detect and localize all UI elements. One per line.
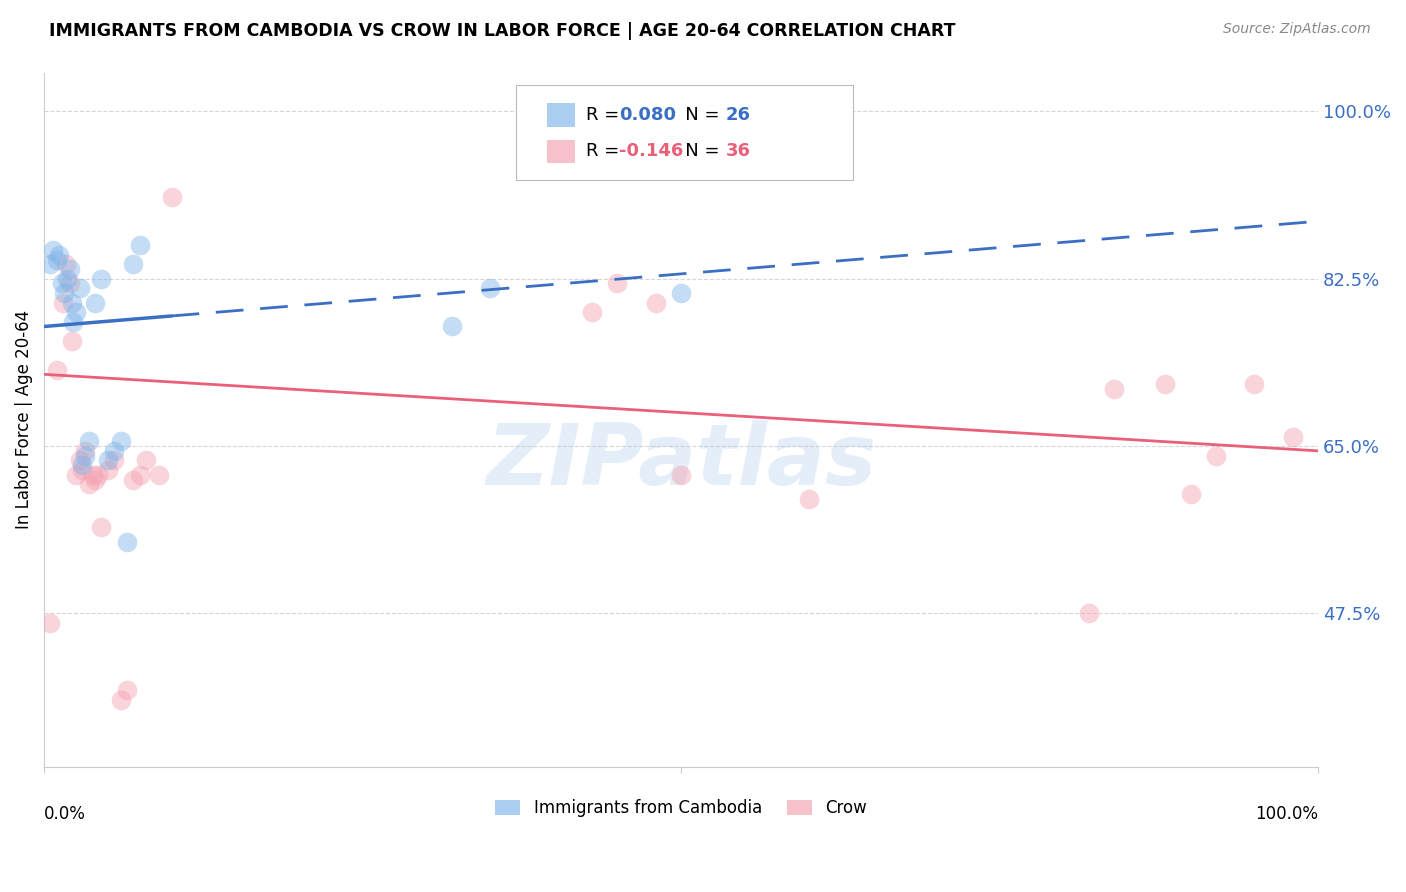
Point [53, 285, 76, 300]
Point [128, 238, 150, 252]
Text: 0.0%: 0.0% [44, 805, 86, 822]
Text: Source: ZipAtlas.com: Source: ZipAtlas.com [1223, 22, 1371, 37]
Point [84, 295, 107, 310]
Y-axis label: In Labor Force | Age 20-64: In Labor Force | Age 20-64 [15, 310, 32, 529]
Point [1104, 382, 1126, 396]
Point [669, 285, 692, 300]
Point [797, 491, 820, 506]
Point [103, 453, 125, 467]
Point [73, 449, 96, 463]
Point [97, 453, 120, 467]
Point [65, 305, 87, 319]
Text: -0.146: -0.146 [619, 143, 683, 161]
Point [148, 467, 170, 482]
Bar [547, 139, 575, 163]
Point [644, 295, 666, 310]
Bar [547, 103, 575, 127]
Point [39, 257, 62, 271]
Point [51, 277, 73, 291]
Legend: Immigrants from Cambodia, Crow: Immigrants from Cambodia, Crow [489, 793, 873, 824]
Point [1243, 376, 1265, 391]
FancyBboxPatch shape [516, 85, 853, 180]
Point [58, 277, 80, 291]
Point [82, 467, 104, 482]
Point [1180, 487, 1202, 501]
Point [45, 252, 67, 267]
Point [110, 434, 132, 449]
Point [160, 190, 183, 204]
Text: 36: 36 [725, 143, 751, 161]
Point [60, 295, 83, 310]
Point [581, 305, 603, 319]
Point [103, 443, 125, 458]
Point [45, 362, 67, 376]
Point [84, 473, 107, 487]
Point [1077, 607, 1099, 621]
Text: 100.0%: 100.0% [1256, 805, 1319, 822]
Point [77, 477, 100, 491]
Point [86, 467, 108, 482]
Point [110, 692, 132, 706]
Text: R =: R = [585, 143, 624, 161]
Point [42, 243, 65, 257]
Point [122, 473, 145, 487]
Point [1281, 429, 1303, 443]
Point [90, 520, 112, 534]
Point [69, 281, 91, 295]
Point [479, 281, 502, 295]
Point [606, 277, 628, 291]
Text: 26: 26 [725, 106, 751, 124]
Point [56, 271, 79, 285]
Point [39, 616, 62, 631]
Text: N =: N = [668, 106, 725, 124]
Point [65, 467, 87, 482]
Point [115, 534, 138, 549]
Point [72, 463, 94, 477]
Point [52, 295, 75, 310]
Point [1205, 449, 1227, 463]
Point [69, 453, 91, 467]
Text: ZIPatlas: ZIPatlas [486, 420, 876, 503]
Point [48, 248, 70, 262]
Point [135, 453, 157, 467]
Point [1154, 376, 1177, 391]
Point [72, 458, 94, 473]
Point [55, 257, 77, 271]
Point [128, 467, 150, 482]
Point [60, 334, 83, 348]
Point [62, 315, 84, 329]
Point [97, 463, 120, 477]
Point [90, 271, 112, 285]
Point [77, 434, 100, 449]
Point [122, 257, 145, 271]
Text: R =: R = [585, 106, 624, 124]
Point [73, 443, 96, 458]
Text: IMMIGRANTS FROM CAMBODIA VS CROW IN LABOR FORCE | AGE 20-64 CORRELATION CHART: IMMIGRANTS FROM CAMBODIA VS CROW IN LABO… [49, 22, 956, 40]
Point [58, 262, 80, 277]
Point [669, 467, 692, 482]
Point [115, 683, 138, 698]
Text: 0.080: 0.080 [619, 106, 676, 124]
Text: N =: N = [668, 143, 725, 161]
Point [440, 319, 463, 334]
